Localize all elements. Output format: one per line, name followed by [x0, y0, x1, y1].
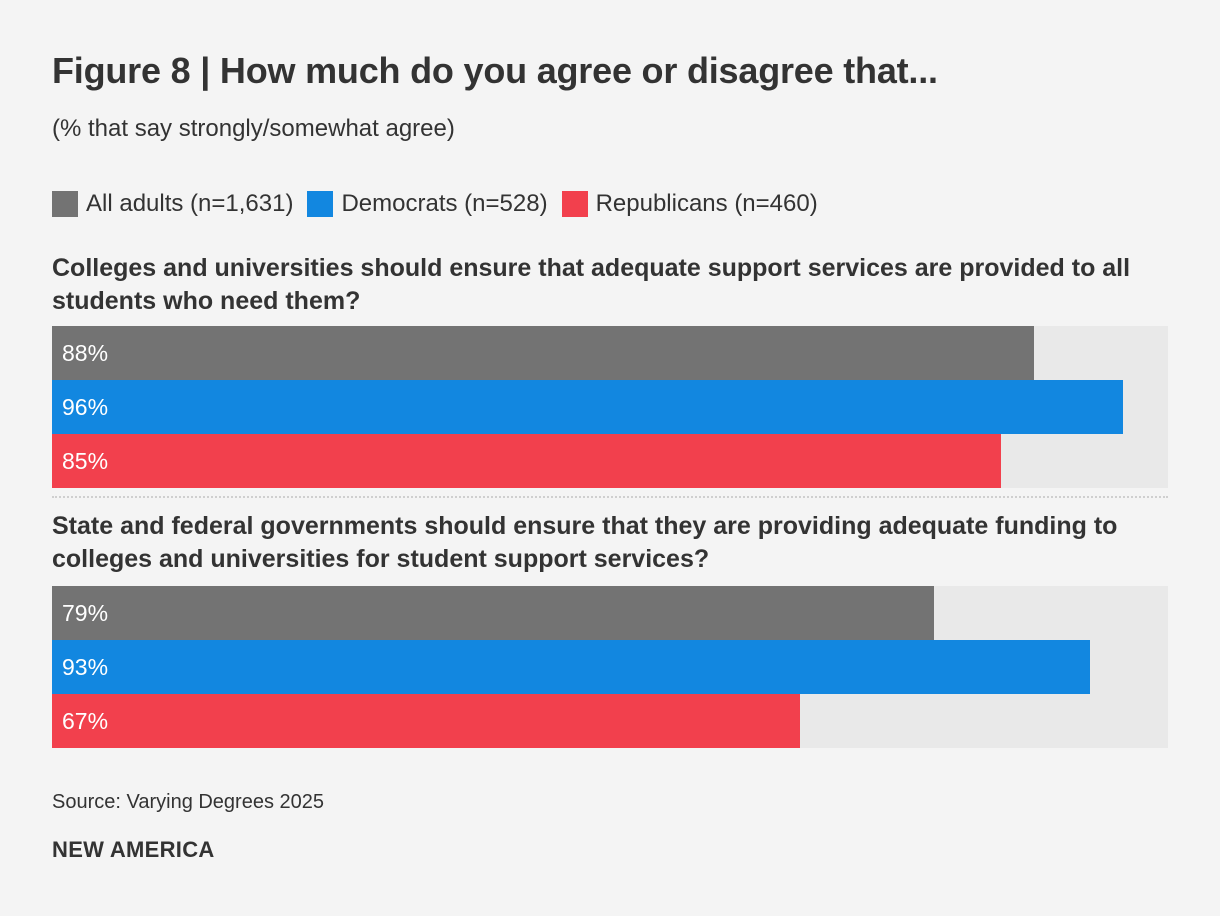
legend-swatch-democrats	[307, 191, 334, 217]
bar-value-label: 88%	[62, 340, 109, 366]
chart-title: Figure 8 | How much do you agree or disa…	[52, 50, 938, 91]
legend: All adults (n=1,631) Democrats (n=528) R…	[52, 190, 832, 218]
bar-track: 79%	[52, 586, 1168, 640]
bar-q1-republicans	[52, 434, 1001, 488]
bar-track: 93%	[52, 640, 1168, 694]
bar-track: 88%	[52, 326, 1168, 380]
bar-track: 85%	[52, 434, 1168, 488]
bar-value-label: 67%	[62, 708, 109, 734]
question-panel-2: State and federal governments should ens…	[52, 510, 1168, 748]
bar-q2-republicans	[52, 694, 800, 748]
bar-track: 96%	[52, 380, 1168, 434]
legend-item-all-adults: All adults (n=1,631)	[52, 190, 293, 218]
legend-label-democrats: Democrats (n=528)	[341, 190, 548, 217]
legend-swatch-all-adults	[52, 191, 78, 217]
bar-value-label: 79%	[62, 600, 109, 626]
question-panel-1: Colleges and universities should ensure …	[52, 252, 1168, 488]
legend-label-all-adults: All adults (n=1,631)	[86, 190, 294, 217]
bar-value-label: 85%	[62, 448, 109, 474]
question-text-1: Colleges and universities should ensure …	[52, 254, 1131, 315]
bar-q2-democrats	[52, 640, 1090, 694]
bar-q1-democrats	[52, 380, 1123, 434]
section-divider	[52, 496, 1168, 498]
bar-q2-all-adults	[52, 586, 934, 640]
brand-logo-text: NEW AMERICA	[52, 837, 215, 862]
legend-swatch-republicans	[561, 191, 588, 217]
legend-item-republicans: Republicans (n=460)	[561, 190, 818, 218]
legend-item-democrats: Democrats (n=528)	[307, 190, 548, 218]
bar-q1-all-adults	[52, 326, 1034, 380]
question-text-2: State and federal governments should ens…	[52, 512, 1118, 573]
source-note: Source: Varying Degrees 2025	[52, 791, 325, 813]
bar-track: 67%	[52, 694, 1168, 748]
chart-subtitle: (% that say strongly/somewhat agree)	[52, 115, 455, 142]
bar-value-label: 93%	[62, 654, 109, 680]
bar-value-label: 96%	[62, 394, 109, 420]
legend-label-republicans: Republicans (n=460)	[595, 190, 818, 217]
